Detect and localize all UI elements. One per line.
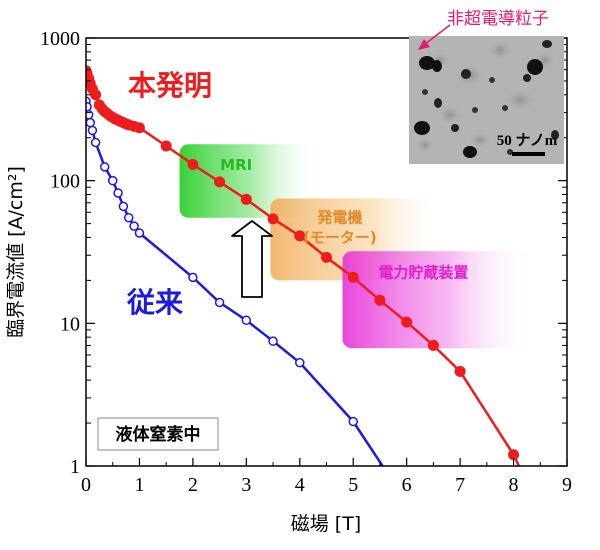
x-tick-label: 8 [509,474,519,496]
inset-caption: 非超電導粒子 [447,9,549,29]
data-point [214,176,226,188]
y-axis-title: 臨界電流値 [A/cm²] [5,166,27,338]
improvement-arrow-icon [231,220,273,298]
data-point [90,137,101,148]
region-label: MRI [220,156,252,174]
y-tick-label: 1000 [40,28,80,50]
data-point [99,162,110,172]
data-point [133,122,145,134]
x-tick-label: 6 [402,474,412,496]
series-layer [86,65,521,466]
svg-text:液体窒素中: 液体窒素中 [116,424,201,445]
data-point [214,297,225,308]
data-point [268,336,278,346]
data-point [87,125,98,136]
region-labels: MRI 発電機 (モーター)電力貯蔵装置 [220,156,468,281]
data-point [374,294,386,306]
x-axis-title: 磁場 [T] [291,513,361,535]
data-point [267,213,279,225]
series-label-invention: 本発明 [128,69,212,102]
data-point [90,89,102,101]
region-band [342,251,535,349]
data-point [124,212,134,223]
micrograph-inset: 50 ナノm [409,36,564,164]
data-point [454,365,466,377]
region-label: 発電機 [316,208,362,226]
application-regions [179,144,535,349]
data-point [401,316,413,328]
y-tick-label: 10 [60,313,80,335]
x-tick-label: 4 [295,474,305,496]
data-point [160,140,172,152]
data-point [188,272,198,283]
data-point [427,339,439,351]
condition-box: 液体窒素中 [97,417,219,451]
data-point [134,228,145,238]
x-tick-label: 9 [562,474,572,496]
data-point [118,201,129,212]
scale-bar [512,152,545,156]
data-point [294,230,306,242]
x-tick-label: 5 [348,474,358,496]
x-tick-label: 2 [188,474,198,496]
data-point [348,416,358,427]
x-tick-label: 1 [134,474,144,496]
data-point [295,357,305,368]
data-point [107,175,118,186]
region-label: (モーター) [303,228,377,246]
data-point [240,193,252,205]
data-point [113,188,123,198]
scale-bar-label: 50 ナノm [497,132,558,149]
data-point [321,251,332,263]
data-point [187,158,199,170]
data-point [86,101,92,112]
x-tick-label: 7 [455,474,465,496]
x-tick-label: 0 [81,474,91,496]
data-point [347,271,359,283]
data-point [129,221,139,231]
inset-pointer-arrow [418,24,451,50]
y-tick-label: 1 [70,456,80,478]
region-label: 電力貯蔵装置 [378,263,468,281]
series-label-conventional: 従来 [126,286,183,319]
x-tick-label: 3 [241,474,251,496]
data-point [241,315,252,326]
y-tick-label: 100 [50,171,80,193]
data-point [86,117,96,128]
